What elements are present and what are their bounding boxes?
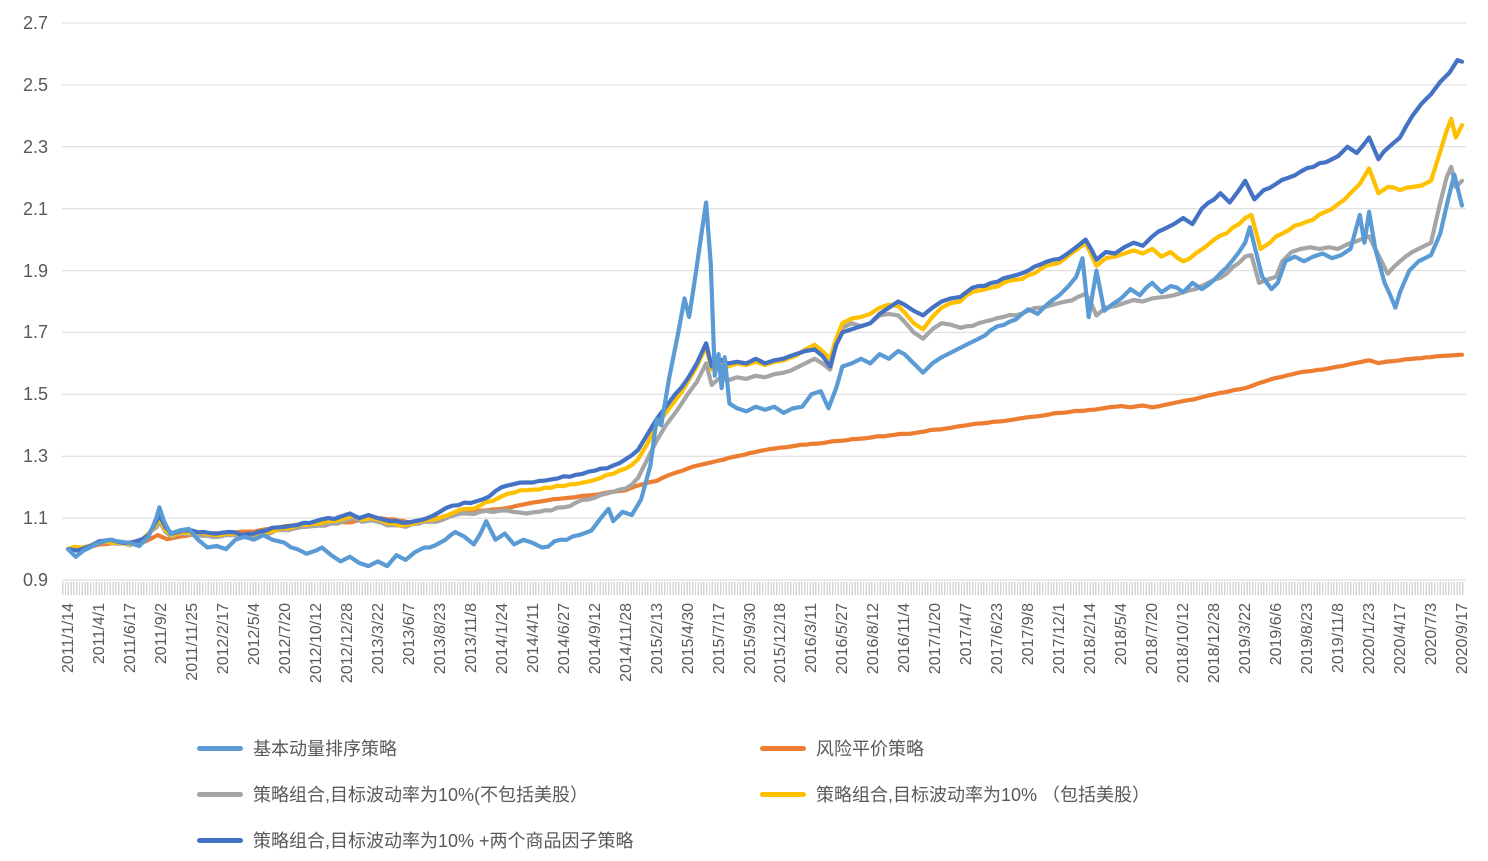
x-axis-label: 2020/1/23 [1361, 603, 1379, 675]
x-axis-label: 2016/5/27 [834, 603, 852, 675]
legend-swatch [197, 837, 243, 843]
x-axis-label: 2015/9/30 [741, 603, 759, 675]
x-axis-label: 2014/4/11 [524, 603, 542, 673]
legend-label: 基本动量排序策略 [253, 739, 397, 759]
x-axis-label: 2018/7/20 [1144, 603, 1162, 675]
x-axis-label: 2012/10/12 [307, 603, 325, 684]
x-axis-label: 2017/1/20 [927, 603, 945, 675]
x-axis-label: 2011/6/17 [121, 603, 139, 673]
y-axis-label: 2.5 [22, 74, 48, 95]
legend-swatch [760, 791, 806, 797]
x-axis-label: 2020/4/17 [1392, 603, 1410, 675]
x-axis-label: 2013/8/23 [431, 603, 449, 675]
x-axis-label: 2014/1/24 [493, 603, 511, 675]
x-axis-label: 2020/7/3 [1423, 603, 1441, 666]
risk-parity-line [65, 352, 1465, 552]
legend-label: 策略组合,目标波动率为10% +两个商品因子策略 [253, 831, 634, 851]
x-axis-label: 2016/8/12 [865, 603, 883, 675]
legend-item-combo-incl-us: 策略组合,目标波动率为10% （包括美股） [760, 779, 1150, 809]
y-axis-label: 1.9 [22, 260, 48, 281]
legend-label: 策略组合,目标波动率为10%(不包括美股） [253, 785, 589, 805]
x-axis-label: 2011/1/14 [60, 603, 77, 673]
x-axis-label: 2011/11/25 [183, 603, 201, 681]
y-axis-label: 1.7 [22, 322, 48, 343]
x-axis-label: 2014/11/28 [617, 603, 635, 682]
x-axis-label: 2013/11/8 [462, 603, 480, 673]
x-axis-label: 2015/7/17 [710, 603, 728, 675]
x-axis-label: 2011/9/2 [152, 603, 170, 665]
x-axis-label: 2019/8/23 [1299, 603, 1317, 675]
x-axis-label: 2017/4/7 [958, 603, 976, 666]
x-axis-label: 2017/6/23 [989, 603, 1007, 675]
legend-item-momentum-strategy: 基本动量排序策略 [197, 733, 397, 763]
x-axis-label: 2019/6/6 [1268, 603, 1286, 666]
x-axis-label: 2015/12/18 [772, 603, 790, 684]
legend-label: 策略组合,目标波动率为10% （包括美股） [816, 785, 1151, 805]
y-axis-label: 0.9 [22, 570, 48, 590]
y-axis-label: 2.7 [22, 13, 48, 33]
x-axis-label: 2016/11/4 [896, 603, 914, 673]
y-axis-label: 2.1 [22, 198, 48, 219]
legend-item-combo-commodity: 策略组合,目标波动率为10% +两个商品因子策略 [197, 825, 634, 855]
y-axis-label: 2.3 [22, 136, 48, 157]
legend-swatch [760, 745, 806, 751]
x-axis-label: 2012/5/4 [245, 603, 263, 666]
x-axis-label: 2012/2/17 [214, 603, 232, 675]
legend-swatch [197, 791, 243, 797]
y-axis-label: 1.1 [22, 508, 48, 529]
x-axis-label: 2017/12/1 [1051, 603, 1069, 675]
x-axis-label: 2019/11/8 [1330, 603, 1348, 673]
x-axis-label: 2020/9/17 [1454, 603, 1471, 675]
plot-area [62, 22, 1466, 581]
y-axis-label: 1.5 [22, 384, 48, 405]
x-axis-label: 2016/3/11 [803, 603, 821, 673]
x-axis-label: 2012/7/20 [276, 603, 294, 675]
momentum-strategy-line [65, 172, 1465, 569]
x-axis-label: 2012/12/28 [338, 603, 356, 684]
legend-item-combo-ex-us: 策略组合,目标波动率为10%(不包括美股） [197, 779, 588, 809]
x-axis-label: 2018/2/14 [1082, 603, 1100, 675]
combo-incl-us-line [65, 116, 1465, 552]
x-axis-label: 2018/5/4 [1113, 603, 1131, 666]
x-axis-label: 2017/9/8 [1020, 603, 1038, 666]
x-axis-label: 2015/2/13 [648, 603, 666, 675]
x-axis-label: 2015/4/30 [679, 603, 697, 675]
legend-item-risk-parity: 风险平价策略 [760, 733, 924, 763]
x-axis-label: 2018/10/12 [1175, 603, 1193, 684]
x-axis-label: 2013/3/22 [369, 603, 387, 675]
x-axis-label: 2018/12/28 [1206, 603, 1224, 684]
x-axis-label: 2019/3/22 [1237, 603, 1255, 675]
x-axis-label: 2013/6/7 [400, 603, 418, 666]
y-axis-label: 1.3 [22, 446, 48, 467]
x-axis-label: 2011/4/1 [90, 603, 108, 665]
x-axis-tick-strip [62, 582, 1464, 595]
legend-swatch [197, 745, 243, 751]
x-axis-label: 2014/6/27 [555, 603, 573, 675]
combo-commodity-line [65, 57, 1465, 553]
legend-label: 风险平价策略 [816, 739, 924, 759]
x-axis-label: 2014/9/12 [586, 603, 604, 675]
